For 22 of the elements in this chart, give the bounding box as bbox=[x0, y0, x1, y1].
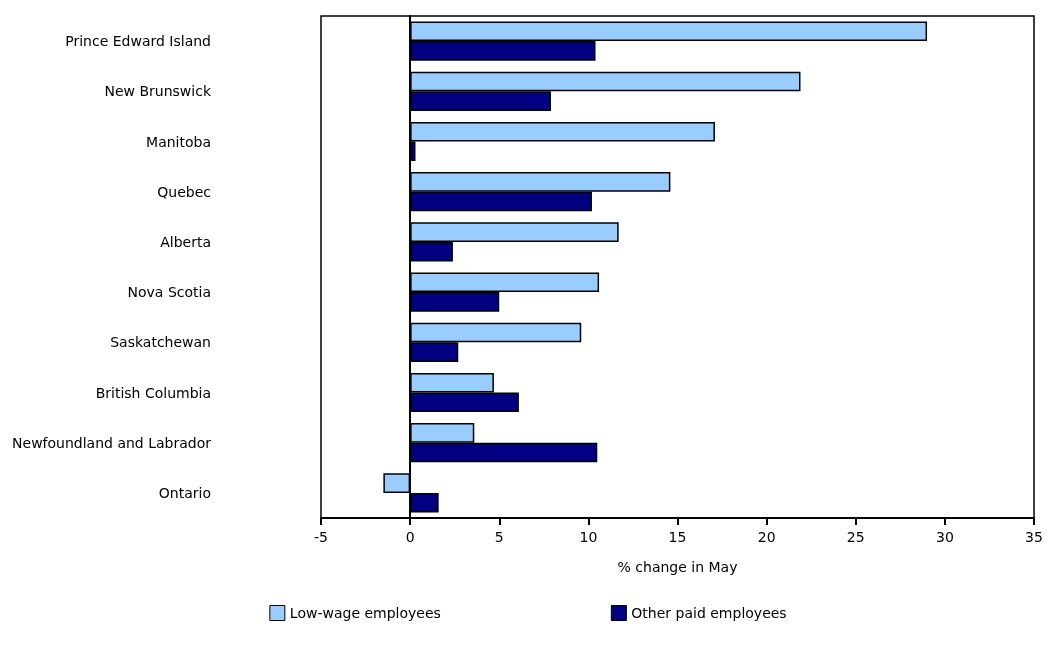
y-tick-label: Newfoundland and Labrador bbox=[12, 434, 212, 451]
y-tick-label: British Columbia bbox=[95, 384, 211, 401]
x-tick-label: 20 bbox=[757, 529, 776, 545]
x-tick-label: 35 bbox=[1025, 529, 1043, 545]
x-tick-label: 0 bbox=[405, 529, 415, 545]
y-tick-label: Alberta bbox=[160, 233, 211, 250]
x-tick-label: 5 bbox=[494, 529, 504, 545]
y-tick-label: Quebec bbox=[157, 183, 211, 200]
y-tick-label: Manitoba bbox=[146, 133, 211, 150]
x-tick-label: 30 bbox=[935, 529, 954, 545]
x-tick-label: -5 bbox=[314, 529, 328, 545]
x-axis-title: % change in May bbox=[617, 559, 738, 575]
x-tick-label: 15 bbox=[668, 529, 687, 545]
legend-label: Low-wage employees bbox=[289, 605, 441, 621]
legend-label: Other paid employees bbox=[631, 605, 787, 621]
y-tick-label: Ontario bbox=[158, 484, 211, 501]
x-tick-label: 10 bbox=[579, 529, 598, 545]
y-tick-label: Saskatchewan bbox=[110, 334, 211, 351]
x-tick-label: 25 bbox=[846, 529, 865, 545]
y-tick-label: Prince Edward Island bbox=[65, 33, 211, 50]
y-tick-label: New Brunswick bbox=[104, 83, 212, 100]
y-tick-label: Nova Scotia bbox=[127, 284, 211, 301]
